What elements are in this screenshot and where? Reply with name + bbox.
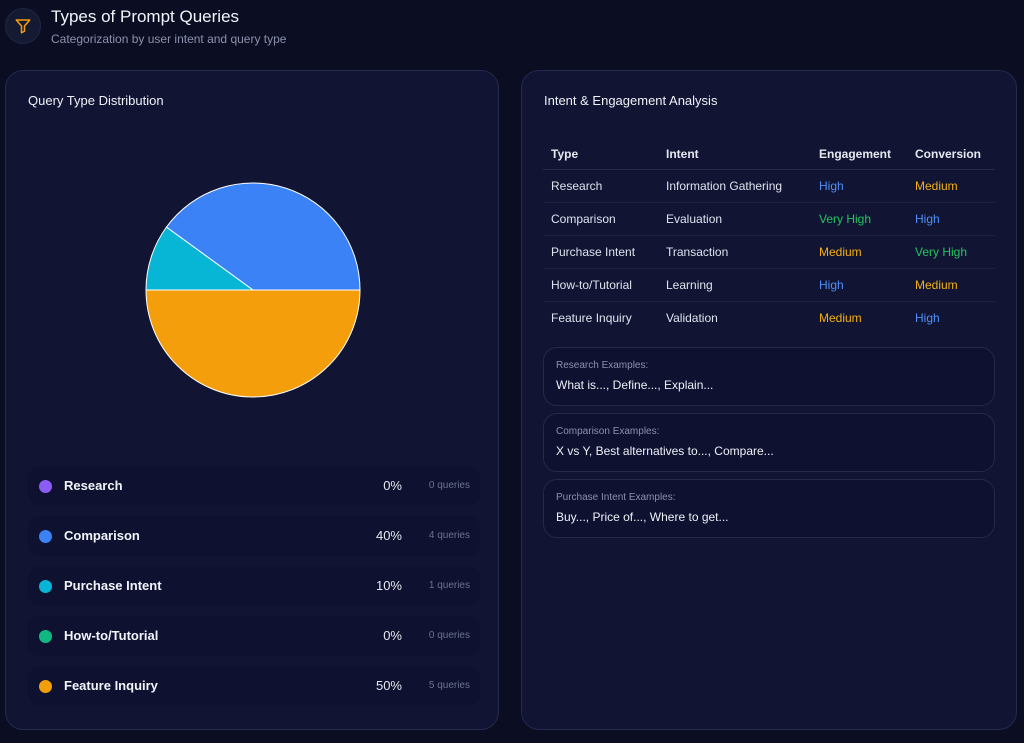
example-label: Purchase Intent Examples: — [556, 492, 676, 503]
intent-cell: Information Gathering — [658, 169, 811, 203]
table-header-row: Type Intent Engagement Conversion — [543, 139, 995, 170]
table-row: Feature Inquiry Validation Medium High — [543, 301, 995, 334]
column-header: Engagement — [811, 139, 907, 170]
table-row: Purchase Intent Transaction Medium Very … — [543, 235, 995, 269]
conversion-cell: High — [907, 202, 995, 236]
engagement-cell: High — [811, 268, 907, 302]
legend-percent: 0% — [383, 478, 402, 493]
legend-count: 0 queries — [428, 630, 470, 641]
distribution-card: Query Type Distribution Research 0% 0 qu… — [5, 70, 499, 730]
legend-dot — [39, 630, 52, 643]
conversion-cell: Medium — [907, 268, 995, 302]
filter-icon — [5, 8, 41, 44]
type-cell: How-to/Tutorial — [543, 268, 658, 302]
intent-cell: Validation — [666, 310, 718, 325]
distribution-title: Query Type Distribution — [28, 93, 164, 108]
type-cell: Comparison — [543, 202, 658, 236]
type-cell: Feature Inquiry — [551, 310, 632, 325]
engagement-cell: Medium — [811, 235, 907, 269]
engagement-cell: Very High — [811, 202, 907, 236]
legend-item-feature-inquiry[interactable]: Feature Inquiry 50% 5 queries — [28, 666, 480, 706]
example-label: Research Examples: — [556, 360, 649, 371]
column-header: Type — [543, 139, 658, 170]
conversion-cell: High — [915, 310, 940, 325]
table-row: Research Information Gathering High Medi… — [543, 169, 995, 203]
example-card-purchase-intent: Purchase Intent Examples: Buy..., Price … — [543, 479, 995, 538]
table-row: Comparison Evaluation Very High High — [543, 202, 995, 236]
intent-cell: Evaluation — [658, 202, 811, 236]
legend-label: How-to/Tutorial — [64, 628, 159, 643]
legend-count: 4 queries — [428, 530, 470, 541]
example-text: What is..., Define..., Explain... — [556, 378, 714, 392]
legend-item-comparison[interactable]: Comparison 40% 4 queries — [28, 516, 480, 556]
legend-percent: 50% — [375, 678, 402, 693]
example-card-research: Research Examples: What is..., Define...… — [543, 347, 995, 406]
analysis-table: Type Intent Engagement Conversion Resear… — [543, 139, 995, 334]
legend-percent: 40% — [375, 528, 402, 543]
column-header: Conversion — [907, 139, 995, 170]
legend-dot — [39, 680, 52, 693]
legend-label: Comparison — [64, 528, 140, 543]
legend-count: 1 queries — [428, 580, 470, 591]
pie-chart — [144, 181, 362, 399]
conversion-cell: Medium — [907, 169, 995, 203]
analysis-card: Intent & Engagement Analysis Type Intent… — [521, 70, 1017, 730]
legend-label: Feature Inquiry — [64, 678, 158, 693]
example-text: X vs Y, Best alternatives to..., Compare… — [556, 444, 774, 458]
pie-slice-feature-inquiry[interactable] — [145, 289, 361, 398]
intent-cell: Transaction — [658, 235, 811, 269]
engagement-cell: Medium — [819, 310, 862, 325]
legend-label: Research — [64, 478, 123, 493]
engagement-cell: High — [811, 169, 907, 203]
table-row: How-to/Tutorial Learning High Medium — [543, 268, 995, 302]
column-header: Intent — [658, 139, 811, 170]
legend-dot — [39, 580, 52, 593]
type-cell: Purchase Intent — [543, 235, 658, 269]
intent-cell: Learning — [658, 268, 811, 302]
analysis-title: Intent & Engagement Analysis — [544, 93, 718, 108]
legend-item-purchase-intent[interactable]: Purchase Intent 10% 1 queries — [28, 566, 480, 606]
legend-dot — [39, 530, 52, 543]
pie-slice-comparison[interactable] — [165, 182, 361, 291]
page-subtitle: Categorization by user intent and query … — [51, 32, 287, 46]
conversion-cell: Very High — [907, 235, 995, 269]
legend-count: 0 queries — [428, 480, 470, 491]
legend-label: Purchase Intent — [64, 578, 162, 593]
page-title: Types of Prompt Queries — [51, 7, 240, 26]
legend-percent: 0% — [383, 628, 402, 643]
legend-percent: 10% — [375, 578, 402, 593]
legend-count: 5 queries — [428, 680, 470, 691]
example-text: Buy..., Price of..., Where to get... — [556, 510, 729, 524]
legend-dot — [39, 480, 52, 493]
legend-item-how-to-tutorial[interactable]: How-to/Tutorial 0% 0 queries — [28, 616, 480, 656]
example-label: Comparison Examples: — [556, 426, 660, 437]
legend-item-research[interactable]: Research 0% 0 queries — [28, 466, 480, 506]
example-card-comparison: Comparison Examples: X vs Y, Best altern… — [543, 413, 995, 472]
page-header: Types of Prompt Queries Categorization b… — [0, 0, 1024, 60]
type-cell: Research — [543, 169, 658, 203]
